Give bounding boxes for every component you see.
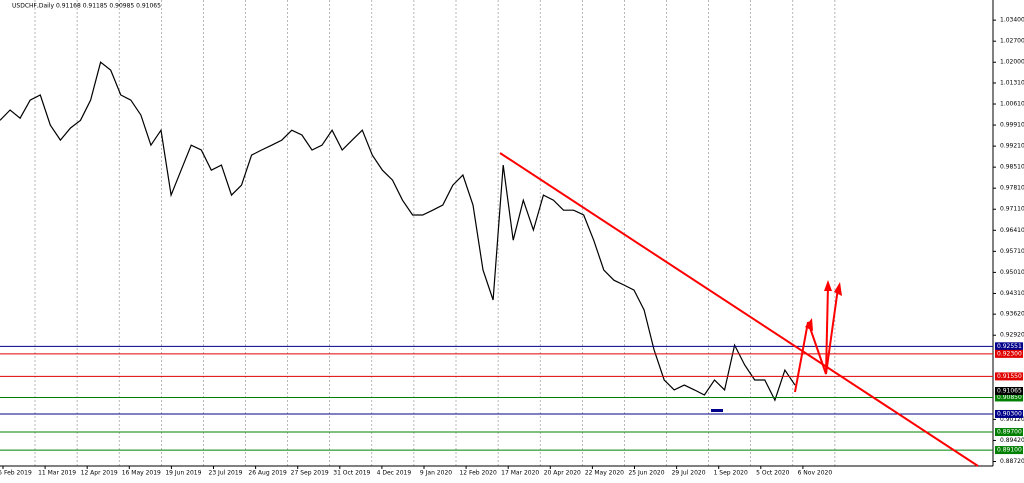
x-tick-label: 26 Aug 2019 xyxy=(248,470,287,477)
price-tag-label: 0.92551 xyxy=(997,343,1022,350)
y-tick-label: 1.01310 xyxy=(1000,79,1024,86)
price-tag-label: 0.89100 xyxy=(997,447,1022,454)
y-tick-label: 0.95710 xyxy=(1000,248,1024,255)
x-tick-label: 11 Mar 2019 xyxy=(38,470,76,477)
y-tick-label: 0.99910 xyxy=(1000,122,1024,129)
x-tick-label: 5 Feb 2019 xyxy=(0,470,32,477)
price-tag xyxy=(995,342,1023,351)
x-tick-label: 5 Oct 2020 xyxy=(756,470,789,477)
x-tick-label: 9 Jan 2020 xyxy=(420,470,452,477)
trend-line xyxy=(499,152,979,467)
y-tick-label: 0.89420 xyxy=(1000,437,1024,444)
y-tick-label: 1.02000 xyxy=(1000,59,1024,66)
x-tick-label: 4 Dec 2019 xyxy=(377,470,412,477)
y-tick-label: 0.97810 xyxy=(1000,185,1024,192)
y-tick-label: 0.88720 xyxy=(1000,458,1024,465)
price-tag-label: 0.92300 xyxy=(997,350,1022,357)
price-tag-label: 0.90300 xyxy=(997,410,1022,417)
y-tick-label: 0.90120 xyxy=(1000,416,1024,423)
x-tick-label: 12 Apr 2019 xyxy=(81,470,118,477)
price-tag xyxy=(995,372,1023,381)
price-tag-label: 0.89700 xyxy=(997,429,1022,436)
price-tag xyxy=(995,409,1023,418)
price-tag xyxy=(995,349,1023,358)
x-tick-label: 20 Apr 2020 xyxy=(544,470,581,477)
y-tick-label: 0.98510 xyxy=(1000,164,1024,171)
price-tag xyxy=(995,446,1023,455)
x-tick-label: 22 May 2020 xyxy=(585,470,624,477)
marker xyxy=(711,409,723,412)
price-tag xyxy=(995,393,1023,402)
arrow-head xyxy=(834,282,842,296)
y-tick-label: 0.99210 xyxy=(1000,143,1024,150)
y-tick-label: 1.00610 xyxy=(1000,101,1024,108)
y-tick-label: 0.94310 xyxy=(1000,290,1024,297)
y-tick-label: 0.92920 xyxy=(1000,332,1024,339)
x-tick-label: 19 Jun 2019 xyxy=(165,470,201,477)
x-tick-label: 23 Jul 2019 xyxy=(209,470,243,477)
price-tag-label: 0.91065 xyxy=(997,387,1022,394)
arrow-head xyxy=(824,280,832,291)
price-tag xyxy=(995,386,1023,395)
price-line xyxy=(0,61,796,402)
x-tick-label: 27 Sep 2019 xyxy=(291,470,329,477)
x-tick-label: 1 Sep 2020 xyxy=(714,470,748,477)
x-tick-label: 17 Mar 2020 xyxy=(501,470,539,477)
price-tag xyxy=(995,428,1023,437)
x-tick-label: 6 Nov 2020 xyxy=(798,470,833,477)
x-tick-label: 29 Jul 2020 xyxy=(672,470,706,477)
x-tick-label: 16 May 2019 xyxy=(122,470,161,477)
y-tick-label: 0.93620 xyxy=(1000,311,1024,318)
x-tick-label: 12 Feb 2020 xyxy=(459,470,497,477)
y-tick-label: 0.95010 xyxy=(1000,269,1024,276)
x-tick-label: 25 Jun 2020 xyxy=(628,470,664,477)
arrow xyxy=(825,284,829,375)
price-tag-label: 0.90850 xyxy=(997,394,1022,401)
arrow xyxy=(794,321,809,393)
price-tag-label: 0.91550 xyxy=(997,373,1022,380)
y-tick-label: 1.02700 xyxy=(1000,38,1024,45)
chart-title: USDCHF,Daily 0.91168 0.91185 0.90985 0.9… xyxy=(12,3,161,10)
y-tick-label: 0.97110 xyxy=(1000,206,1024,213)
y-tick-label: 0.96410 xyxy=(1000,227,1024,234)
x-tick-label: 31 Oct 2019 xyxy=(333,470,370,477)
y-tick-label: 1.03400 xyxy=(1000,17,1024,24)
